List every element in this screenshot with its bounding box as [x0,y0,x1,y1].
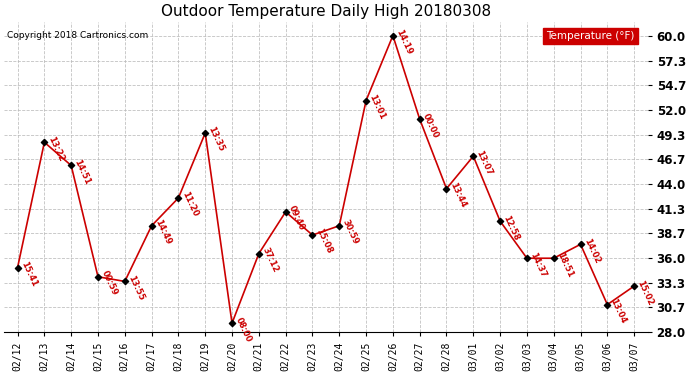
Point [253,251,264,257]
Point [629,283,640,289]
Text: 12:58: 12:58 [502,214,521,242]
Text: 13:04: 13:04 [609,297,628,325]
Point [495,218,506,224]
Title: Outdoor Temperature Daily High 20180308: Outdoor Temperature Daily High 20180308 [161,4,491,19]
Text: 15:08: 15:08 [314,228,333,255]
Text: 13:22: 13:22 [46,135,65,163]
Point [361,98,372,104]
Text: Copyright 2018 Cartronics.com: Copyright 2018 Cartronics.com [8,31,148,40]
Point [307,232,318,238]
Point [575,242,586,248]
Point [522,255,533,261]
Text: 30:59: 30:59 [341,218,360,246]
Point [468,153,479,159]
Point [173,195,184,201]
Text: 00:00: 00:00 [421,112,440,139]
Point [441,186,452,192]
Text: 13:01: 13:01 [367,93,387,121]
Text: 15:02: 15:02 [635,279,655,307]
Text: 14:02: 14:02 [582,237,602,265]
Point [549,255,560,261]
Point [92,274,104,280]
Point [12,264,23,270]
Point [119,278,130,284]
Text: 14:19: 14:19 [394,28,414,56]
Text: 09:40: 09:40 [287,204,306,232]
Text: 00:59: 00:59 [99,269,119,297]
Point [280,209,291,215]
Text: 13:07: 13:07 [475,149,494,177]
Text: 13:55: 13:55 [126,274,146,302]
Text: 14:49: 14:49 [153,218,172,246]
Text: 08:00: 08:00 [233,316,253,344]
Point [39,139,50,145]
Point [602,302,613,307]
Text: 13:44: 13:44 [448,181,467,209]
Point [414,116,425,122]
Text: 13:35: 13:35 [206,126,226,153]
Point [334,223,345,229]
Text: 11:20: 11:20 [180,190,199,219]
Text: 14:51: 14:51 [72,158,92,186]
Text: 15:41: 15:41 [19,260,39,288]
Point [226,320,237,326]
Text: 37:12: 37:12 [260,246,279,274]
Point [146,223,157,229]
Text: Temperature (°F): Temperature (°F) [546,31,635,41]
Text: 14:37: 14:37 [529,251,548,279]
Point [387,33,398,39]
Point [66,162,77,168]
Point [199,130,210,136]
Text: 18:51: 18:51 [555,251,575,279]
